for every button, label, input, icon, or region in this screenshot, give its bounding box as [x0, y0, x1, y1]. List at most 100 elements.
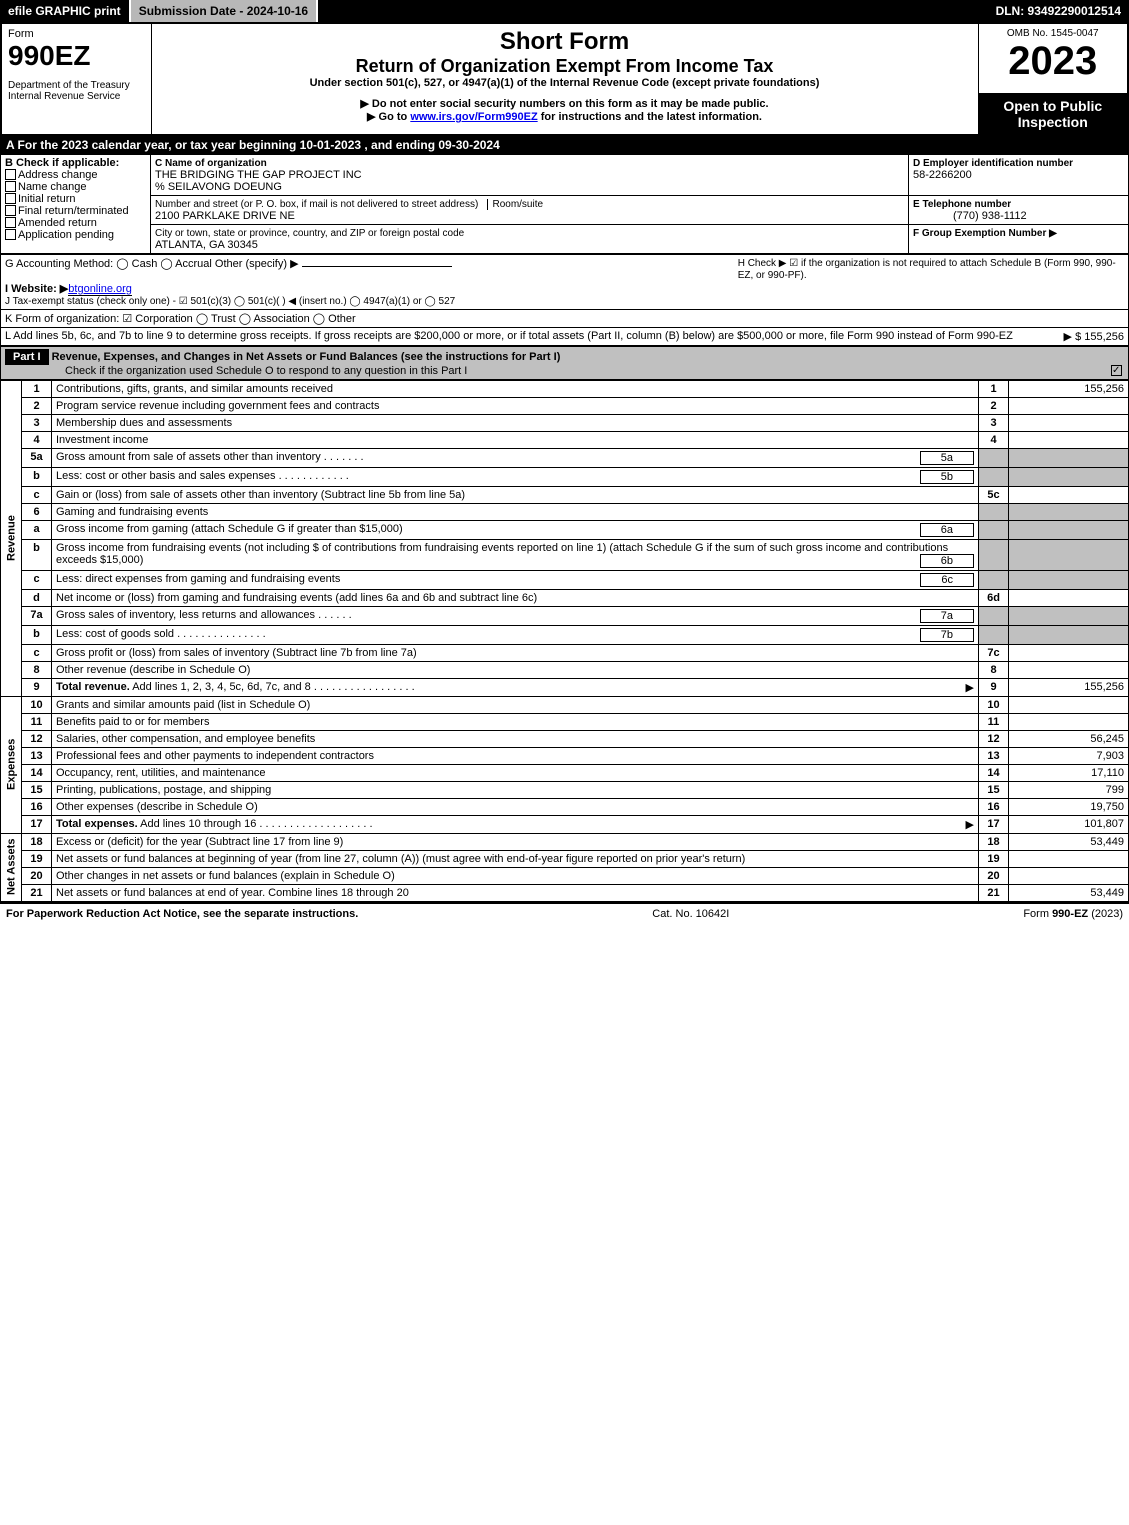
- care-of: % SEILAVONG DOEUNG: [155, 181, 282, 193]
- form-header: Form 990EZ Department of the Treasury In…: [0, 22, 1129, 136]
- line-7b-gray: [979, 625, 1009, 644]
- line-9-num: 9: [22, 678, 52, 696]
- line-5a-gray2: [1009, 448, 1129, 467]
- line-5a-gray: [979, 448, 1009, 467]
- line-6b-text: Gross income from fundraising events (no…: [56, 542, 948, 566]
- line-10-rn: 10: [979, 696, 1009, 713]
- line-6a-text: Gross income from gaming (attach Schedul…: [56, 523, 403, 535]
- part-i-title: Revenue, Expenses, and Changes in Net As…: [52, 351, 561, 363]
- line-12-text: Salaries, other compensation, and employ…: [52, 730, 979, 747]
- line-13-num: 13: [22, 747, 52, 764]
- checkbox-initial-return[interactable]: [5, 193, 16, 204]
- dept-label: Department of the Treasury Internal Reve…: [8, 80, 145, 102]
- opt-final-return: Final return/terminated: [18, 205, 129, 217]
- line-6c-gray: [979, 570, 1009, 589]
- form-number: 990EZ: [8, 40, 145, 72]
- checkbox-address-change[interactable]: [5, 169, 16, 180]
- b-label: B Check if applicable:: [5, 157, 119, 169]
- arrow-icon: ▶: [966, 681, 974, 694]
- line-7c-rn: 7c: [979, 644, 1009, 661]
- line-5a-box: 5a: [920, 451, 974, 465]
- line-6c-num: c: [22, 570, 52, 589]
- line-17-num: 17: [22, 815, 52, 833]
- line-8-amt: [1009, 661, 1129, 678]
- part-i-header: Part I Revenue, Expenses, and Changes in…: [0, 346, 1129, 380]
- line-13-text: Professional fees and other payments to …: [52, 747, 979, 764]
- line-1-num: 1: [22, 380, 52, 397]
- line-5c-num: c: [22, 486, 52, 503]
- line-2-amt: [1009, 397, 1129, 414]
- line-12-rn: 12: [979, 730, 1009, 747]
- line-20-rn: 20: [979, 867, 1009, 884]
- irs-link[interactable]: www.irs.gov/Form990EZ: [410, 111, 537, 123]
- line-6-num: 6: [22, 503, 52, 520]
- line-6-text: Gaming and fundraising events: [52, 503, 979, 520]
- line-21-rn: 21: [979, 884, 1009, 901]
- efile-label[interactable]: efile GRAPHIC print: [0, 0, 131, 22]
- line-5c-rn: 5c: [979, 486, 1009, 503]
- line-6b-gray2: [1009, 539, 1129, 570]
- website-link[interactable]: btgonline.org: [68, 283, 132, 296]
- line-13-rn: 13: [979, 747, 1009, 764]
- checkbox-app-pending[interactable]: [5, 229, 16, 240]
- line-11-rn: 11: [979, 713, 1009, 730]
- line-10-amt: [1009, 696, 1129, 713]
- revenue-label: Revenue: [1, 380, 22, 696]
- line-2-text: Program service revenue including govern…: [52, 397, 979, 414]
- line-7b-gray2: [1009, 625, 1129, 644]
- line-7a-text: Gross sales of inventory, less returns a…: [56, 609, 315, 621]
- line-18-num: 18: [22, 833, 52, 850]
- line-8-text: Other revenue (describe in Schedule O): [52, 661, 979, 678]
- line-8-rn: 8: [979, 661, 1009, 678]
- street-value: 2100 PARKLAKE DRIVE NE: [155, 210, 295, 222]
- line-21-text: Net assets or fund balances at end of ye…: [52, 884, 979, 901]
- line-6a-num: a: [22, 520, 52, 539]
- line-2-rn: 2: [979, 397, 1009, 414]
- lines-table: Revenue 1 Contributions, gifts, grants, …: [0, 380, 1129, 902]
- line-10-text: Grants and similar amounts paid (list in…: [52, 696, 979, 713]
- line-14-rn: 14: [979, 764, 1009, 781]
- ssn-warning: ▶ Do not enter social security numbers o…: [158, 97, 972, 110]
- line-6c-box: 6c: [920, 573, 974, 587]
- line-9-text: Total revenue.: [56, 681, 130, 693]
- line-20-num: 20: [22, 867, 52, 884]
- line-8-num: 8: [22, 661, 52, 678]
- line-14-amt: 17,110: [1009, 764, 1129, 781]
- line-20-text: Other changes in net assets or fund bala…: [52, 867, 979, 884]
- line-17-text: Total expenses.: [56, 818, 138, 830]
- line-5a-text: Gross amount from sale of assets other t…: [56, 451, 321, 463]
- line-3-num: 3: [22, 414, 52, 431]
- line-6c-gray2: [1009, 570, 1129, 589]
- omb-number: OMB No. 1545-0047: [985, 28, 1122, 39]
- opt-initial-return: Initial return: [18, 193, 75, 205]
- line-4-text: Investment income: [52, 431, 979, 448]
- line-4-amt: [1009, 431, 1129, 448]
- line-5c-amt: [1009, 486, 1129, 503]
- checkbox-final-return[interactable]: [5, 205, 16, 216]
- line-6d-num: d: [22, 589, 52, 606]
- line-7c-num: c: [22, 644, 52, 661]
- checkbox-schedule-o[interactable]: [1111, 365, 1122, 376]
- checkbox-name-change[interactable]: [5, 181, 16, 192]
- line-7a-gray2: [1009, 606, 1129, 625]
- line-1-rn: 1: [979, 380, 1009, 397]
- line-1-text: Contributions, gifts, grants, and simila…: [52, 380, 979, 397]
- line-6a-box: 6a: [920, 523, 974, 537]
- line-9-rn: 9: [979, 678, 1009, 696]
- line-5b-gray: [979, 467, 1009, 486]
- line-7a-box: 7a: [920, 609, 974, 623]
- city-value: ATLANTA, GA 30345: [155, 239, 258, 251]
- line-15-text: Printing, publications, postage, and shi…: [52, 781, 979, 798]
- line-5b-box: 5b: [920, 470, 974, 484]
- line-18-text: Excess or (deficit) for the year (Subtra…: [52, 833, 979, 850]
- city-label: City or town, state or province, country…: [155, 228, 464, 239]
- top-bar: efile GRAPHIC print Submission Date - 20…: [0, 0, 1129, 22]
- expenses-label: Expenses: [1, 696, 22, 833]
- line-6b-box: 6b: [920, 554, 974, 568]
- checkbox-amended[interactable]: [5, 217, 16, 228]
- line-3-rn: 3: [979, 414, 1009, 431]
- line-15-num: 15: [22, 781, 52, 798]
- j-tax-exempt: J Tax-exempt status (check only one) - ☑…: [5, 296, 455, 307]
- line-7c-text: Gross profit or (loss) from sales of inv…: [52, 644, 979, 661]
- line-16-num: 16: [22, 798, 52, 815]
